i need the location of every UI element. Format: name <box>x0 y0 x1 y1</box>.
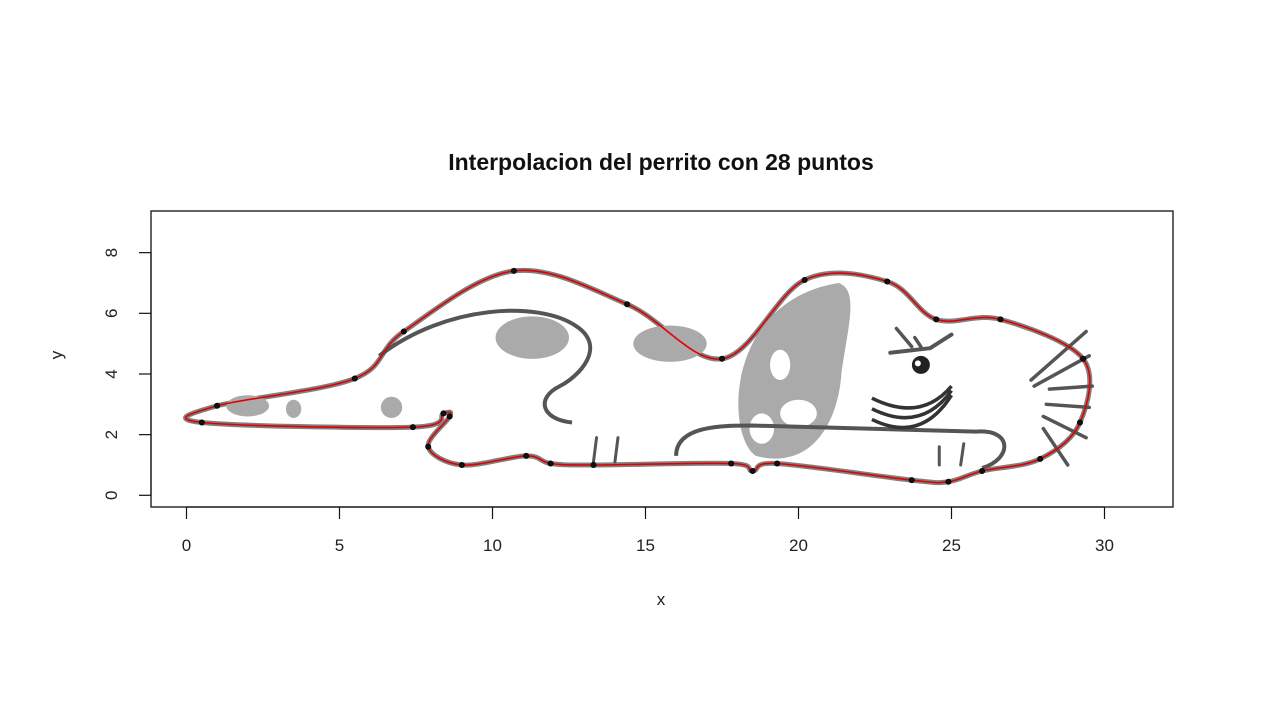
dog-leg-spot <box>380 396 403 418</box>
data-points <box>198 267 1087 485</box>
data-point-25 <box>425 443 432 450</box>
data-point-10 <box>933 316 940 323</box>
x-tick-label: 30 <box>1095 536 1114 555</box>
x-axis: 0 5 10 15 20 25 30 <box>182 506 1114 555</box>
data-point-18 <box>774 460 781 467</box>
data-point-26 <box>446 413 453 420</box>
data-point-27 <box>440 410 447 417</box>
dog-tail-spot <box>285 399 302 418</box>
data-point-3 <box>351 375 358 382</box>
x-axis-label: x <box>657 590 666 609</box>
data-point-11 <box>997 316 1004 323</box>
data-point-15 <box>979 467 986 474</box>
data-point-8 <box>801 276 808 283</box>
data-point-19 <box>749 467 756 474</box>
dog-cheek-line <box>871 394 953 430</box>
dog-toe-line <box>613 436 620 464</box>
data-point-13 <box>1077 419 1084 426</box>
dog-ear-patch <box>780 399 817 428</box>
data-point-23 <box>523 452 530 459</box>
dog-body-spot <box>633 325 707 362</box>
dog-whisker <box>1044 402 1091 410</box>
x-tick-label: 15 <box>636 536 655 555</box>
y-tick-label: 4 <box>102 369 121 378</box>
data-point-22 <box>547 460 554 467</box>
dog-outline <box>183 267 1093 486</box>
dog-cheek-line <box>871 384 953 410</box>
y-tick-label: 8 <box>102 248 121 257</box>
dog-whisker <box>1032 354 1091 388</box>
data-point-14 <box>1037 455 1044 462</box>
dog-brow <box>888 332 954 355</box>
dog-paw-line <box>674 423 1007 470</box>
data-point-20 <box>728 460 735 467</box>
dog-cheek-line <box>871 389 953 420</box>
data-point-5 <box>510 267 517 274</box>
y-tick-label: 2 <box>102 430 121 439</box>
dog-eye-glint <box>914 360 921 367</box>
data-point-6 <box>624 301 631 308</box>
dog-whisker <box>1047 384 1095 391</box>
dog-brow <box>894 326 914 349</box>
x-tick-label: 5 <box>335 536 344 555</box>
dog-whisker <box>1041 414 1088 440</box>
dog-eye <box>911 355 930 374</box>
x-tick-label: 0 <box>182 536 191 555</box>
data-point-28 <box>409 424 416 431</box>
dog-brow <box>913 335 923 349</box>
dog-illustration <box>183 267 1095 486</box>
data-point-12 <box>1080 355 1087 362</box>
data-point-7 <box>719 355 726 362</box>
interpolation-curve <box>184 269 1091 484</box>
data-point-17 <box>908 477 915 484</box>
y-axis-label: y <box>47 350 66 359</box>
x-tick-label: 25 <box>942 536 961 555</box>
data-point-16 <box>945 478 952 485</box>
data-point-9 <box>884 278 891 285</box>
data-point-2 <box>214 402 221 409</box>
y-axis: 0 2 4 6 8 <box>102 248 152 500</box>
dog-whisker <box>1029 329 1088 382</box>
data-point-24 <box>458 461 465 468</box>
y-tick-label: 6 <box>102 309 121 318</box>
data-point-4 <box>400 328 407 335</box>
dog-ear-patch <box>770 349 791 381</box>
data-point-21 <box>590 461 597 468</box>
dog-toe-line <box>959 442 966 467</box>
chart-title: Interpolacion del perrito con 28 puntos <box>448 149 874 175</box>
x-tick-label: 10 <box>483 536 502 555</box>
dog-leg-line <box>378 308 593 425</box>
dog-whisker <box>1041 426 1070 467</box>
dog-ear-patch <box>749 413 775 444</box>
data-point-1 <box>198 419 205 426</box>
dog-body-spot <box>495 316 569 359</box>
dog-tail-spot <box>226 395 270 417</box>
y-tick-label: 0 <box>102 491 121 500</box>
x-tick-label: 20 <box>789 536 808 555</box>
dog-toe-line <box>591 436 599 464</box>
